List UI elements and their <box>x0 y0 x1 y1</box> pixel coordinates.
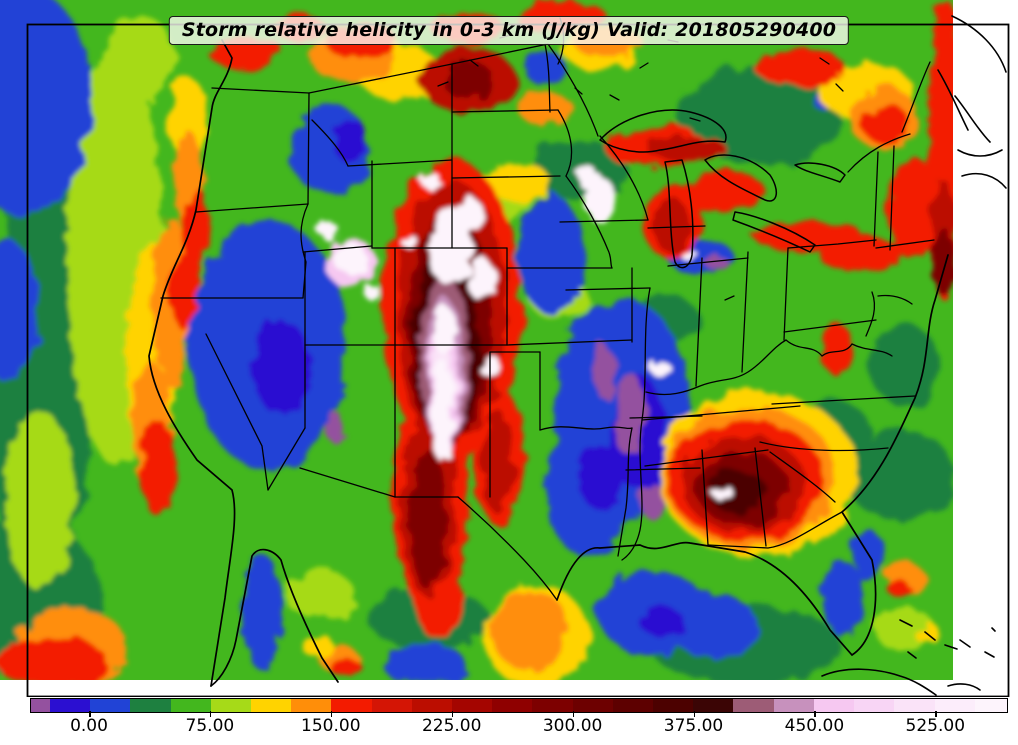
colorbar-segment <box>974 699 1007 712</box>
colorbar-segment <box>854 699 895 712</box>
colorbar-segment <box>90 699 131 712</box>
colorbar-segment <box>492 699 533 712</box>
colorbar-tick-mark <box>572 711 575 717</box>
colorbar-segment <box>934 699 975 712</box>
title-box: Storm relative helicity in 0-3 km (J/kg)… <box>168 16 850 45</box>
colorbar-segment <box>31 699 51 712</box>
colorbar-tick-mark <box>209 711 212 717</box>
colorbar-segment <box>733 699 774 712</box>
colorbar-tick-label: 225.00 <box>421 716 482 736</box>
colorbar-segment <box>170 699 211 712</box>
colorbar-tick-label: 300.00 <box>542 716 603 736</box>
colorbar-segment <box>572 699 613 712</box>
helicity-map-canvas <box>0 0 1010 697</box>
colorbar-tick-label: 450.00 <box>784 716 845 736</box>
helicity-field <box>0 0 953 680</box>
colorbar-segment <box>452 699 493 712</box>
colorbar-tick-label: 75.00 <box>185 716 235 736</box>
colorbar-segment <box>653 699 694 712</box>
colorbar-tick-mark <box>451 711 454 717</box>
colorbar-segment <box>331 699 372 712</box>
colorbar-tick-mark <box>935 711 937 717</box>
colorbar-segment <box>371 699 412 712</box>
colorbar-segment <box>813 699 855 712</box>
colorbar-tick-mark <box>814 711 816 717</box>
colorbar-segment <box>50 699 91 712</box>
colorbar-segment <box>532 699 573 712</box>
colorbar-tick-mark <box>89 711 91 717</box>
colorbar-tick-label: 0.00 <box>70 716 108 736</box>
colorbar-segment <box>693 699 734 712</box>
colorbar-segment <box>210 699 252 712</box>
colorbar-tick-mark <box>330 711 333 717</box>
state-borders <box>148 17 949 687</box>
colorbar-segment <box>894 699 935 712</box>
colorbar-segment <box>251 699 292 712</box>
colorbar <box>30 698 1008 713</box>
margin-coastlines <box>821 15 1007 696</box>
colorbar-segment <box>773 699 814 712</box>
great-lakes-outlines <box>599 109 846 269</box>
colorbar-segment <box>411 699 453 712</box>
colorbar-tick-label: 375.00 <box>663 716 724 736</box>
colorbar-segment <box>130 699 171 712</box>
colorbar-tick-mark <box>693 711 696 717</box>
plot-title: Storm relative helicity in 0-3 km (J/kg)… <box>181 19 837 41</box>
colorbar-segment <box>291 699 332 712</box>
colorbar-tick-label: 150.00 <box>301 716 361 736</box>
colorbar-segment <box>612 699 654 712</box>
colorbar-tick-label: 525.00 <box>905 716 966 736</box>
